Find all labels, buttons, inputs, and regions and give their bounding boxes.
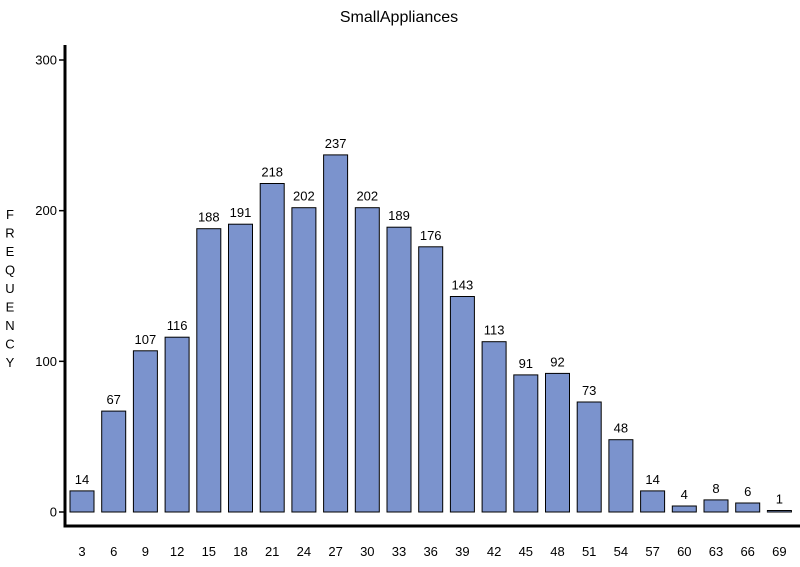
y-axis-label-letter: C [5,337,14,352]
y-axis: 0 100 200 300 [35,45,67,526]
bar-value-label: 67 [106,392,120,407]
bar [132,350,158,513]
bar [101,410,127,513]
bar-value-label: 91 [519,356,533,371]
bar [354,207,380,513]
x-tick-label: 27 [328,544,342,559]
bar [671,505,697,513]
y-axis-label-letter: F [6,207,14,222]
bar-value-label: 176 [420,228,442,243]
bar [766,510,792,513]
bar-value-label: 116 [167,318,188,333]
y-tick-label: 300 [35,53,57,68]
x-tick-label: 24 [297,544,311,559]
bar-value-label: 1 [776,492,783,507]
bar [196,228,222,513]
y-axis-label-letter: E [6,244,15,259]
bar-value-label: 202 [293,189,315,204]
y-axis-label-letter: Y [6,355,15,370]
y-axis-label-letter: N [5,318,14,333]
y-axis-label-letter: U [5,281,14,296]
bar-value-label: 113 [484,323,505,338]
x-tick-label: 33 [392,544,406,559]
bar-value-label: 237 [325,136,347,151]
bar-value-label: 191 [230,205,252,220]
bar [69,490,95,513]
x-tick-label: 30 [360,544,374,559]
bar-value-label: 4 [681,487,688,502]
x-tick-label: 48 [550,544,564,559]
bar [640,490,666,513]
bar [513,374,539,513]
bar-value-label: 92 [550,354,564,369]
x-tick-label: 12 [170,544,184,559]
bar-value-label: 48 [614,421,628,436]
x-tick-label: 36 [423,544,437,559]
y-axis-label-letter: Q [5,263,15,278]
bar [481,341,507,513]
x-tick-label: 18 [233,544,247,559]
bar-value-label: 14 [75,472,89,487]
x-axis: 3 6 9 12 15 18 21 24 27 30 33 36 39 42 45 48 51 54 57 60 63 6… [63,524,800,559]
chart-title: SmallAppliances [340,9,458,26]
bar-value-label: 188 [198,210,220,225]
bar [259,183,285,513]
bar [228,223,253,513]
y-axis-label-letter: R [5,226,14,241]
bar-value-label: 107 [135,332,157,347]
bar [449,296,475,513]
y-tick-label: 0 [50,505,57,520]
y-axis-label-letter: E [6,300,15,315]
bar [545,372,570,513]
x-tick-label: 63 [709,544,723,559]
bar [386,226,412,513]
bars [69,154,792,513]
x-tick-label: 54 [614,544,628,559]
y-tick-label: 200 [35,203,57,218]
bar-value-label: 6 [744,484,751,499]
bar [735,502,761,513]
x-tick-label: 15 [202,544,216,559]
y-tick-label: 100 [35,354,57,369]
bar [418,246,444,513]
x-tick-label: 66 [740,544,754,559]
bar [576,401,602,513]
x-tick-label: 6 [110,544,117,559]
bar-value-label: 189 [388,208,410,223]
bar [164,336,190,513]
bar-value-label: 14 [645,472,659,487]
bar-value-label: 218 [261,165,283,180]
x-tick-label: 42 [487,544,501,559]
x-tick-label: 51 [582,544,596,559]
x-tick-label: 45 [519,544,533,559]
x-tick-label: 60 [677,544,691,559]
bar [291,207,317,513]
bar [703,499,729,513]
bar-value-label: 73 [582,383,596,398]
bar [323,154,349,513]
bar [608,439,634,513]
x-tick-label: 9 [142,544,149,559]
x-tick-label: 57 [645,544,659,559]
bar-value-label: 202 [356,189,378,204]
x-tick-label: 39 [455,544,469,559]
x-tick-label: 3 [78,544,85,559]
bar-value-label: 143 [452,278,474,293]
x-tick-label: 21 [265,544,279,559]
x-tick-label: 69 [772,544,786,559]
bar-value-label: 8 [712,481,719,496]
